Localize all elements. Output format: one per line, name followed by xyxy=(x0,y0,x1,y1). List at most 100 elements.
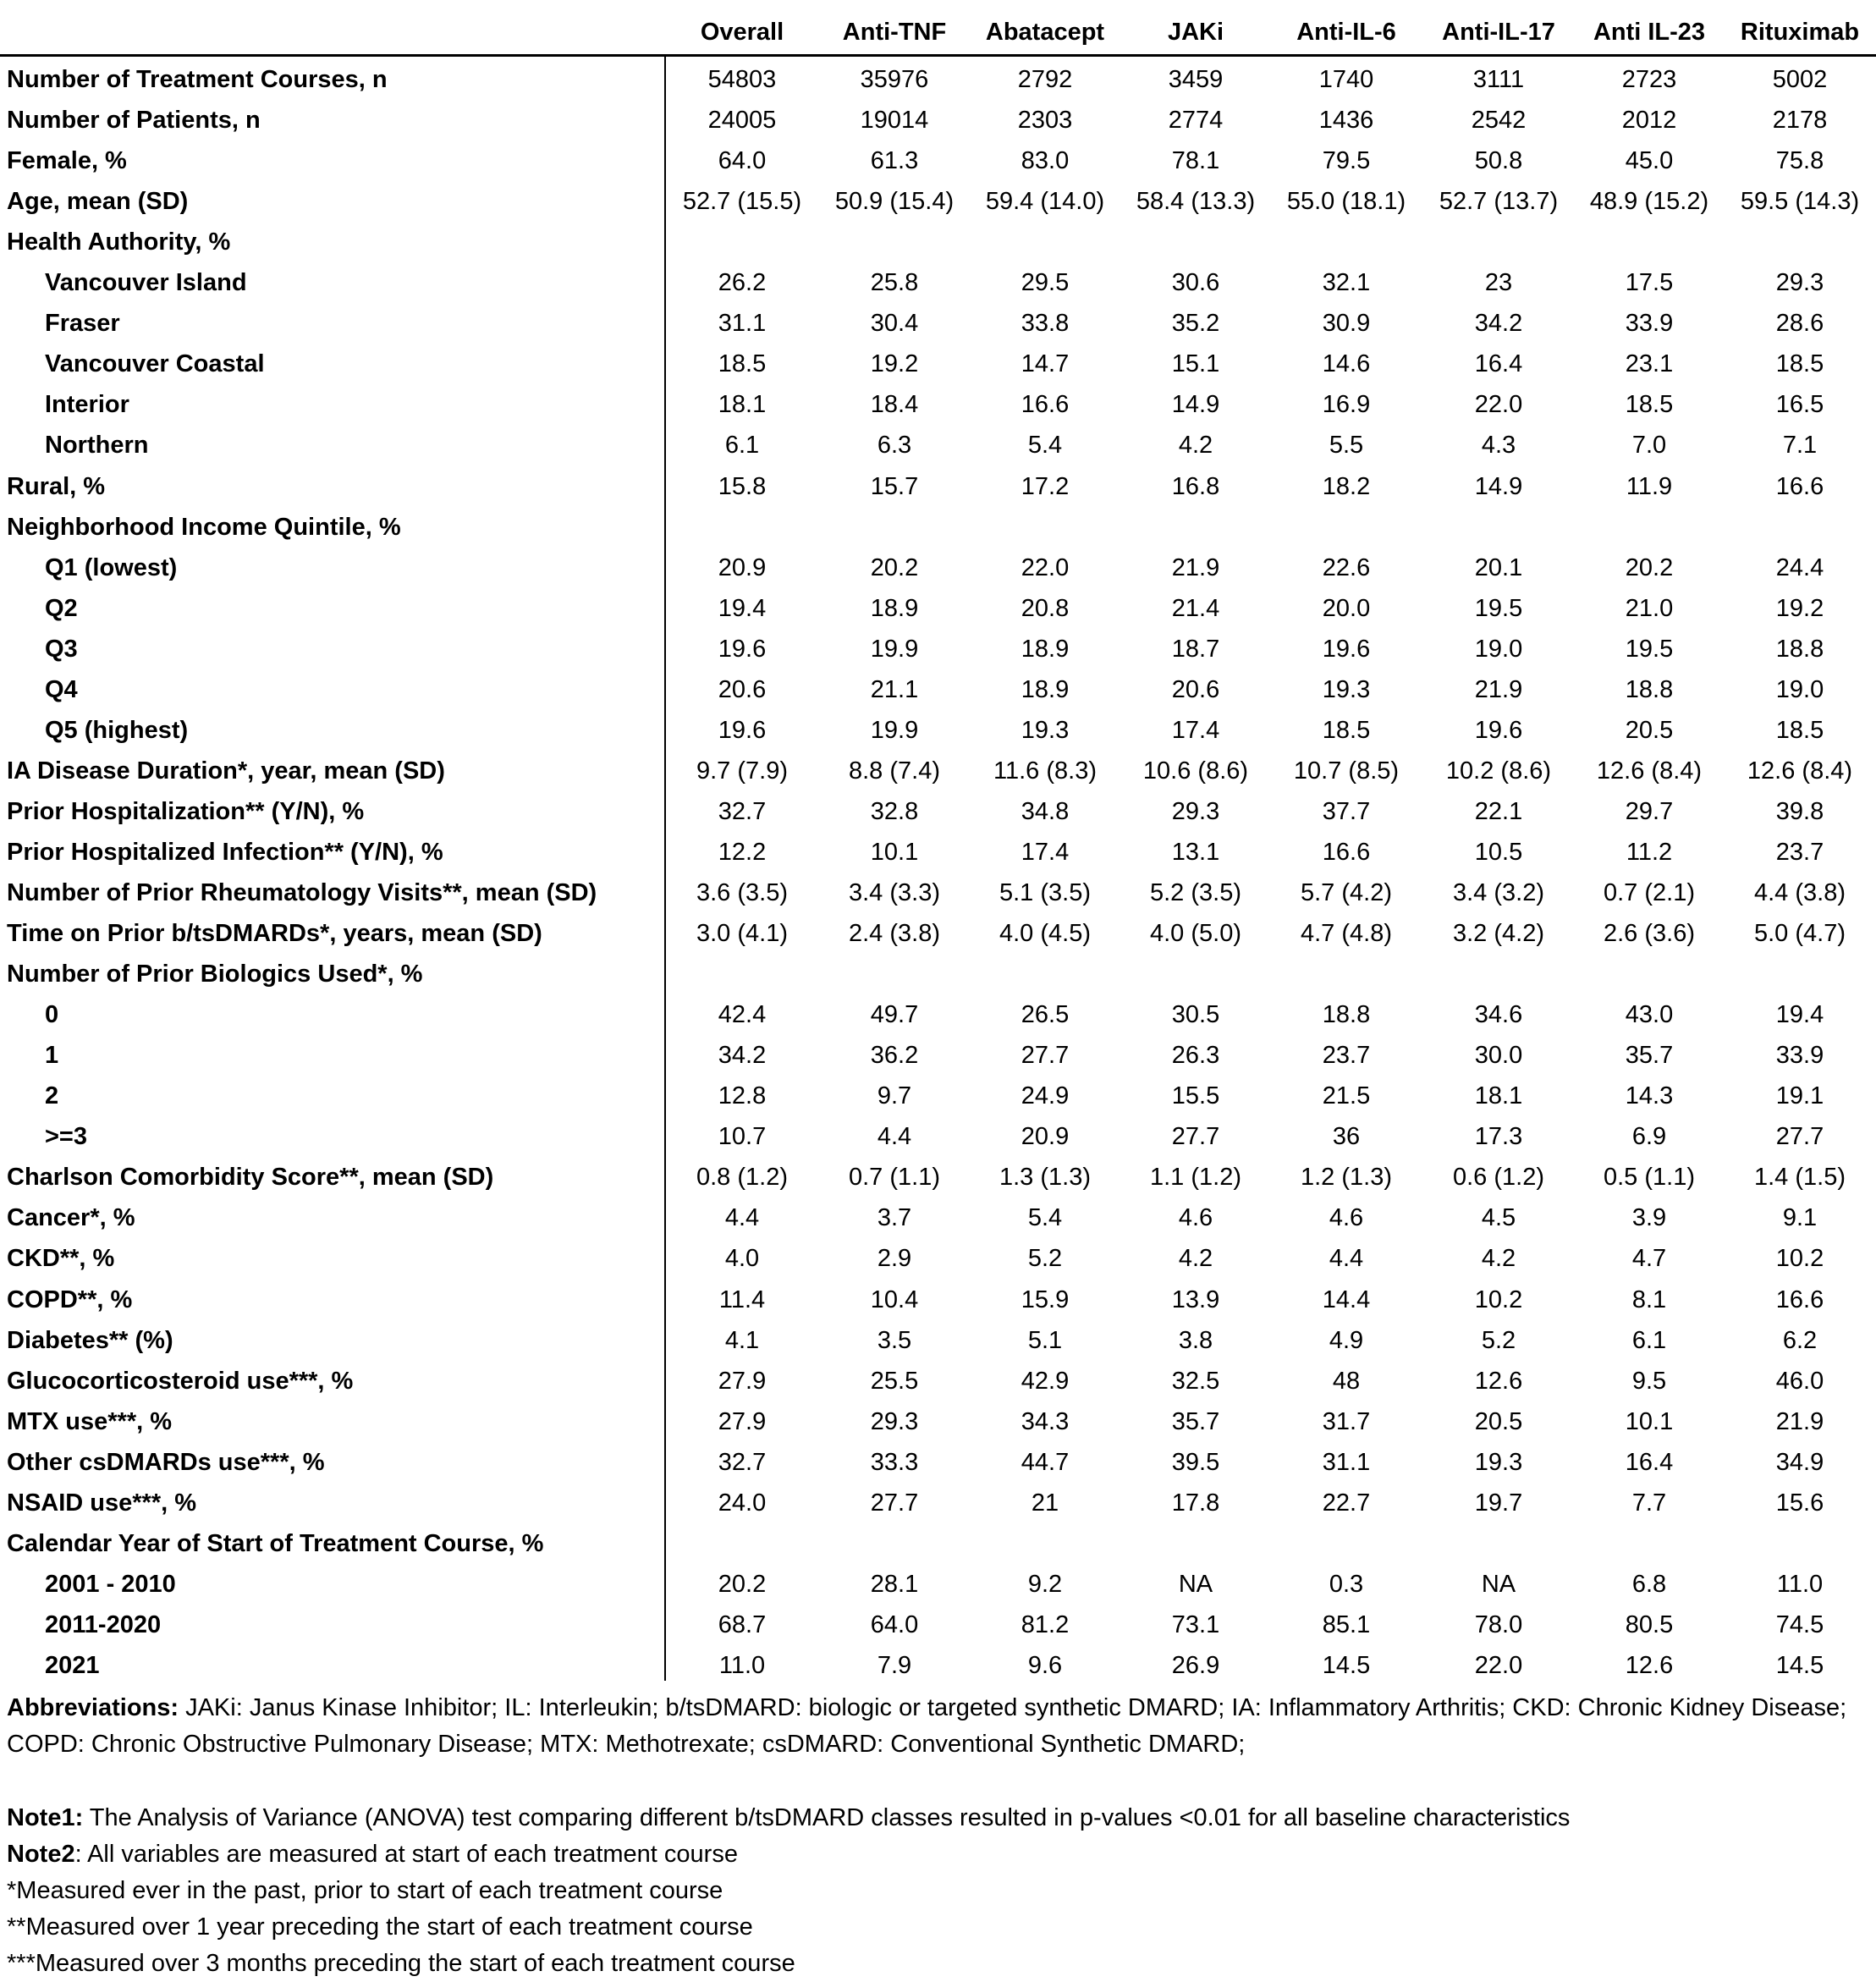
header-rule xyxy=(0,54,1876,57)
abbreviations-text: JAKi: Janus Kinase Inhibitor; IL: Interl… xyxy=(7,1694,1847,1758)
row-sublabel: Vancouver Coastal xyxy=(45,350,265,378)
table-cell: 4.4 xyxy=(877,1123,912,1151)
table-cell: 29.3 xyxy=(1171,797,1220,825)
table-cell: 18.5 xyxy=(1322,716,1371,744)
table-cell: 12.8 xyxy=(718,1082,767,1110)
table-cell: 19.9 xyxy=(870,635,919,663)
table-cell: 17.4 xyxy=(1171,716,1220,744)
row-label: Prior Hospitalized Infection** (Y/N), % xyxy=(7,838,443,866)
table-cell: 58.4 (13.3) xyxy=(1136,188,1256,216)
column-header: Anti-TNF xyxy=(842,19,947,46)
table-cell: 17.8 xyxy=(1171,1489,1220,1517)
table-cell: 19.5 xyxy=(1625,635,1674,663)
table-cell: 32.8 xyxy=(870,797,919,825)
table-cell: 9.5 xyxy=(1631,1367,1667,1395)
table-cell: 1.1 (1.2) xyxy=(1150,1164,1241,1192)
table-cell: 19.7 xyxy=(1474,1489,1523,1517)
table-cell: 24.9 xyxy=(1021,1082,1070,1110)
table-cell: 16.8 xyxy=(1171,472,1220,500)
table-cell: 3111 xyxy=(1472,66,1525,93)
table-cell: 4.6 xyxy=(1329,1204,1364,1232)
table-cell: 22.1 xyxy=(1474,797,1523,825)
table-cell: 24.0 xyxy=(718,1489,767,1517)
table-cell: 21.5 xyxy=(1322,1082,1371,1110)
table-cell: 44.7 xyxy=(1021,1448,1070,1476)
table-cell: 35.2 xyxy=(1171,310,1220,338)
row-label: CKD**, % xyxy=(7,1245,115,1273)
table-cell: 26.3 xyxy=(1171,1042,1220,1070)
table-cell: 1.4 (1.5) xyxy=(1754,1164,1846,1192)
row-label: IA Disease Duration*, year, mean (SD) xyxy=(7,757,445,785)
table-cell: 7.9 xyxy=(877,1651,912,1679)
table-cell: 6.3 xyxy=(877,432,912,460)
table-cell: 16.9 xyxy=(1322,391,1371,419)
table-row: Diabetes** (%) 4.1 3.5 5.1 3.8 4.9 5.2 6.1 6.2 xyxy=(0,1320,1876,1361)
table-cell: 4.0 xyxy=(724,1245,760,1273)
table-cell: 22.0 xyxy=(1474,1651,1523,1679)
table-cell: 11.9 xyxy=(1626,472,1673,500)
table-cell: 19.6 xyxy=(1474,716,1523,744)
table-cell: 20.0 xyxy=(1322,594,1371,622)
row-sublabel: Q3 xyxy=(45,635,78,663)
row-label: Rural, % xyxy=(7,472,106,500)
table-cell: 10.2 xyxy=(1474,1286,1523,1313)
table-cell: 20.6 xyxy=(1171,675,1220,703)
table-cell: 25.5 xyxy=(870,1367,919,1395)
table-cell: 34.2 xyxy=(1474,310,1523,338)
table-cell: 3.6 (3.5) xyxy=(696,879,788,906)
table-cell: 9.2 xyxy=(1027,1570,1063,1598)
table-row: Northern 6.1 6.3 5.4 4.2 5.5 4.3 7.0 7.1 xyxy=(0,425,1876,465)
table-cell: 18.4 xyxy=(870,391,919,419)
table-cell: 18.8 xyxy=(1322,1001,1371,1029)
table-row: COPD**, % 11.4 10.4 15.9 13.9 14.4 10.2 8.1 16.6 xyxy=(0,1280,1876,1320)
table-cell: 9.1 xyxy=(1782,1204,1818,1232)
table-cell: 10.6 (8.6) xyxy=(1142,757,1249,785)
table-cell: 19.2 xyxy=(1775,594,1824,622)
table-cell: 27.7 xyxy=(1775,1123,1824,1151)
table-cell: 2178 xyxy=(1772,107,1828,135)
table-cell: 29.3 xyxy=(1775,269,1824,297)
table-cell: 36.2 xyxy=(870,1042,919,1070)
table-cell: 27.9 xyxy=(718,1367,767,1395)
table-cell: 4.3 xyxy=(1481,432,1516,460)
table-cell: 17.3 xyxy=(1474,1123,1523,1151)
table-cell: 18.9 xyxy=(1021,675,1070,703)
table-cell: 27.7 xyxy=(870,1489,919,1517)
table-cell: 2.9 xyxy=(877,1245,912,1273)
table-cell: 27.7 xyxy=(1171,1123,1220,1151)
table-cell: 4.2 xyxy=(1178,432,1213,460)
table-cell: 48 xyxy=(1332,1367,1361,1395)
table-cell: 33.9 xyxy=(1625,310,1674,338)
table-row: Number of Treatment Courses, n 54803 35976… xyxy=(0,59,1876,100)
table-cell: 5.4 xyxy=(1027,432,1063,460)
table-cell: 15.5 xyxy=(1171,1082,1220,1110)
table-row: Q5 (highest) 19.6 19.9 19.3 17.4 18.5 19.6 20.5… xyxy=(0,710,1876,751)
table-row: Cancer*, % 4.4 3.7 5.4 4.6 4.6 4.5 3.9 9.1 xyxy=(0,1197,1876,1238)
table-cell: 2.4 (3.8) xyxy=(849,920,940,948)
table-cell: 46.0 xyxy=(1775,1367,1824,1395)
table-cell: 18.5 xyxy=(1625,391,1674,419)
row-sublabel: 2021 xyxy=(45,1651,100,1679)
table-cell: 19.5 xyxy=(1474,594,1523,622)
table-cell: 6.9 xyxy=(1631,1123,1667,1151)
table-cell: NA xyxy=(1481,1570,1516,1598)
table-cell: 52.7 (13.7) xyxy=(1439,188,1559,216)
table-cell: 34.9 xyxy=(1775,1448,1824,1476)
table-cell: 6.2 xyxy=(1782,1326,1818,1354)
table-cell: 5.2 xyxy=(1481,1326,1516,1354)
table-cell: 64.0 xyxy=(870,1610,919,1638)
table-cell: 5.4 xyxy=(1027,1204,1063,1232)
table-cell: 10.7 xyxy=(718,1123,767,1151)
table-cell: 32.7 xyxy=(718,1448,767,1476)
table-cell: 20.2 xyxy=(1625,553,1674,581)
table-cell: 36 xyxy=(1332,1123,1361,1151)
table-cell: 29.3 xyxy=(870,1407,919,1435)
table-cell: 18.1 xyxy=(1474,1082,1523,1110)
table-cell: 5.7 (4.2) xyxy=(1301,879,1392,906)
table-cell: 20.2 xyxy=(718,1570,767,1598)
table-cell: 18.8 xyxy=(1625,675,1674,703)
table-row: Q2 19.4 18.9 20.8 21.4 20.0 19.5 21.0 19.2 xyxy=(0,588,1876,629)
table-cell: 1.3 (1.3) xyxy=(999,1164,1091,1192)
table-cell: 20.8 xyxy=(1021,594,1070,622)
table-cell: 31.7 xyxy=(1322,1407,1371,1435)
